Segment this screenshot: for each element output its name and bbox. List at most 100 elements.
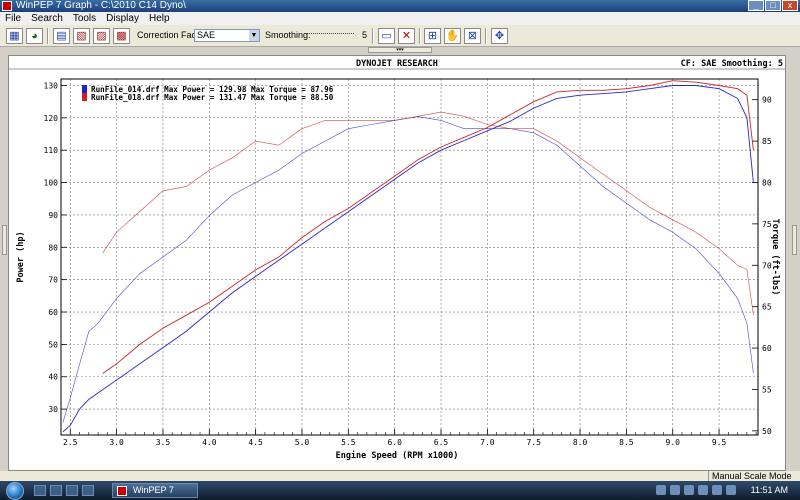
chart-grid (61, 79, 758, 435)
y-tick-label: 130 (44, 81, 59, 90)
correction-factor-value: SAE (197, 30, 216, 40)
app-icon (2, 1, 12, 11)
browser-icon[interactable] (82, 485, 94, 496)
toolbar-separator (372, 28, 374, 44)
print-icon[interactable]: ▭ (378, 28, 395, 44)
tray-update-icon[interactable] (698, 485, 708, 495)
x-tick-label: 5.5 (341, 438, 356, 447)
correction-factor-select[interactable]: SAE ▼ (194, 29, 260, 42)
scale-mode-status: Manual Scale Mode (708, 471, 792, 481)
hand-icon[interactable]: ✋ (444, 28, 461, 44)
menu-file[interactable]: File (5, 13, 22, 24)
series-lines (62, 80, 754, 433)
menu-search[interactable]: Search (31, 13, 63, 24)
menu-help[interactable]: Help (148, 13, 170, 24)
y2-tick-label: 65 (762, 303, 772, 312)
graph-open-icon[interactable]: ▤ (53, 28, 70, 44)
tray-security-icon[interactable] (684, 485, 694, 495)
legend-swatch-018 (82, 93, 87, 101)
plot-area-border (60, 78, 759, 436)
x-tick-label: 6.5 (434, 438, 449, 447)
crosshair-icon[interactable]: ✥ (491, 28, 508, 44)
x-tick-label: 4.0 (202, 438, 217, 447)
right-panel-handle[interactable] (792, 225, 797, 255)
y-axis-label: Power (hp) (16, 231, 26, 282)
taskbar: WinPEP 7 11:51 AM (0, 481, 800, 500)
y2-tick-label: 90 (762, 96, 772, 105)
y-tick-label: 90 (48, 211, 58, 220)
toolbar-separator (485, 28, 487, 44)
toolbar-separator (419, 28, 421, 44)
tray-volume-icon[interactable] (670, 485, 680, 495)
graph-multi-icon[interactable]: ▩ (113, 28, 130, 44)
y2-tick-label: 70 (762, 261, 772, 270)
power-line-runfile_014-drf (62, 85, 754, 433)
graph-overlay-icon[interactable]: ▧ (73, 28, 90, 44)
chevron-down-icon: ▼ (249, 30, 259, 41)
axis-ticks: 2.5 3.0 3.5 4.0 4.5 5.0 5.5 6.0 6.5 7.0 7.5 8.0 8.5 9… (44, 81, 772, 447)
y2-tick-label: 75 (762, 220, 772, 229)
grid-icon[interactable]: ▦ (6, 28, 23, 44)
x-tick-label: 5.0 (295, 438, 310, 447)
x-tick-label: 4.5 (248, 438, 263, 447)
taskbar-winpep-button[interactable]: WinPEP 7 (112, 483, 198, 498)
x-tick-label: 8.0 (573, 438, 588, 447)
fit-icon[interactable]: ⊠ (464, 28, 481, 44)
y-tick-label: 60 (48, 308, 58, 317)
smoothing-slider[interactable] (304, 33, 354, 35)
y-tick-label: 50 (48, 340, 58, 349)
toolbar: ▦ ◕ ▤ ▧ ▨ ▩ Correction Factor: SAE ▼ Smo… (0, 25, 800, 47)
x-tick-label: 7.0 (480, 438, 495, 447)
smoothing-value: 5 (362, 30, 368, 40)
y-tick-label: 80 (48, 243, 58, 252)
close-button[interactable]: x (782, 0, 798, 11)
maximize-button[interactable]: □ (765, 0, 781, 11)
graph-header-title: DYNOJET RESEARCH (356, 59, 438, 69)
y-tick-label: 100 (44, 179, 59, 188)
show-desktop-icon[interactable] (34, 485, 46, 496)
minimize-button[interactable]: _ (748, 0, 764, 11)
y2-tick-label: 50 (762, 427, 772, 436)
start-button[interactable] (6, 482, 24, 500)
tray-network-icon[interactable] (656, 485, 666, 495)
graph-panel: DYNOJET RESEARCH CF: SAE Smoothing: 5 2.… (8, 55, 786, 471)
x-tick-label: 3.5 (156, 438, 171, 447)
globe-icon[interactable]: ◕ (26, 28, 43, 44)
y-tick-label: 120 (44, 114, 59, 123)
menu-bar: File Search Tools Display Help (0, 12, 800, 25)
media-player-icon[interactable] (66, 485, 78, 496)
correction-factor-label: Correction Factor: (137, 30, 210, 40)
y2-tick-label: 85 (762, 137, 772, 146)
menu-tools[interactable]: Tools (72, 13, 97, 24)
window-controls: _ □ x (748, 0, 798, 11)
legend: RunFile_014.drf Max Power = 129.98 Max T… (82, 85, 334, 102)
left-panel-handle[interactable] (2, 225, 7, 255)
y2-tick-label: 60 (762, 344, 772, 353)
tray-bluetooth-icon[interactable] (726, 485, 736, 495)
window-title: WinPEP 7 Graph - C:\2010 C14 Dyno\ (16, 0, 186, 11)
x-axis-label: Engine Speed (RPM x1000) (336, 450, 459, 461)
x-tick-label: 9.5 (712, 438, 727, 447)
tray-power-icon[interactable] (712, 485, 722, 495)
legend-swatch-014 (82, 85, 87, 93)
taskbar-clock: 11:51 AM (750, 485, 788, 495)
power-line-runfile_018-drf (102, 80, 754, 374)
graph-header-settings: CF: SAE Smoothing: 5 (681, 58, 783, 69)
x-tick-label: 7.5 (526, 438, 541, 447)
explorer-icon[interactable] (50, 485, 62, 496)
clear-icon[interactable]: ✕ (398, 28, 415, 44)
taskbar-winpep-label: WinPEP 7 (133, 485, 174, 495)
menu-display[interactable]: Display (106, 13, 139, 24)
status-bar: Manual Scale Mode (0, 471, 800, 481)
toolbar-separator (47, 28, 49, 44)
graph-compare-icon[interactable]: ▨ (93, 28, 110, 44)
x-tick-label: 3.0 (109, 438, 124, 447)
smoothing-label: Smoothing: (265, 30, 311, 40)
app-icon (117, 486, 127, 496)
collapse-header-handle[interactable]: ▾▾▾ (368, 47, 432, 53)
y-tick-label: 70 (48, 276, 58, 285)
legend-entry-018: RunFile_018.drf Max Power = 131.47 Max T… (91, 93, 334, 102)
x-tick-label: 8.5 (619, 438, 634, 447)
zoom-icon[interactable]: ⊞ (424, 28, 441, 44)
y2-axis-label: Torque (ft-lbs) (770, 219, 780, 296)
